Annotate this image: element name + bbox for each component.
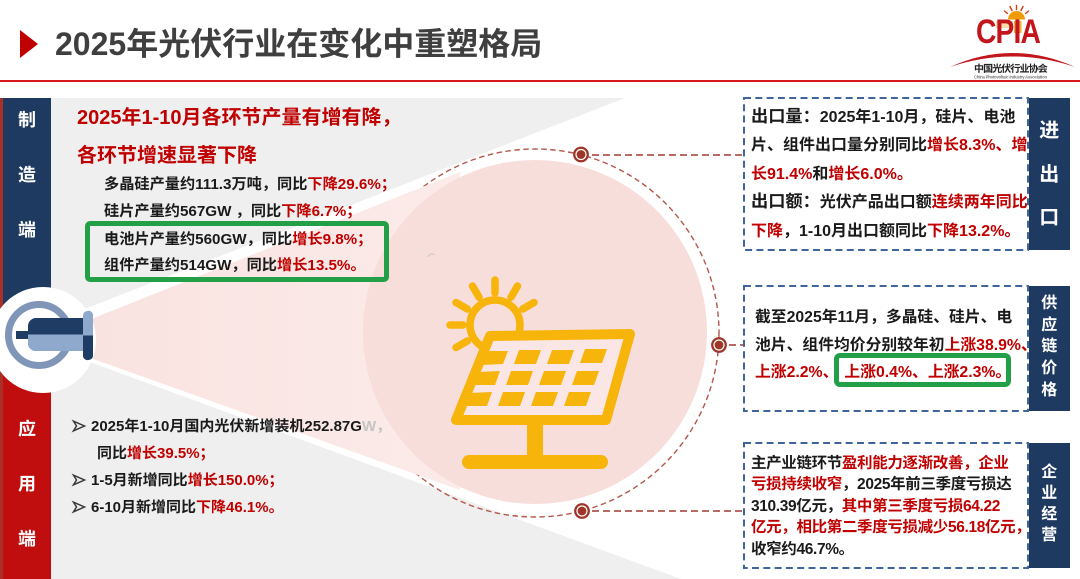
svg-text:CPIA: CPIA xyxy=(976,13,1040,51)
svg-text:中国光伏行业协会: 中国光伏行业协会 xyxy=(974,60,1048,75)
svg-text:China Photovoltaic Industry As: China Photovoltaic Industry Association xyxy=(974,74,1047,79)
